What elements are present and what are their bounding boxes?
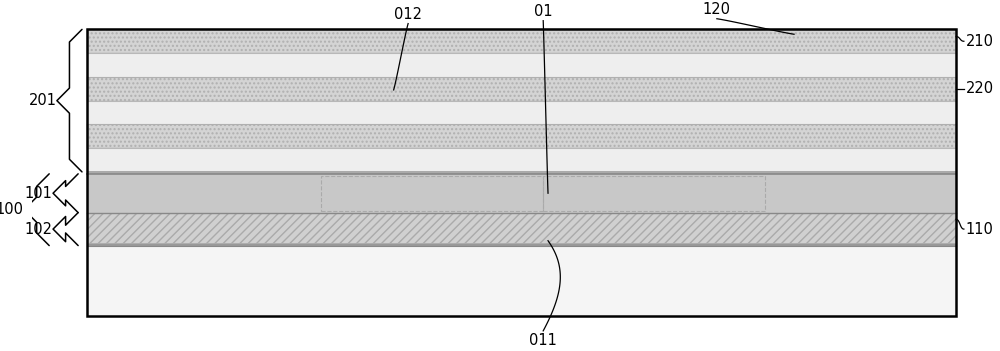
- Bar: [87, 101, 956, 124]
- Bar: [87, 53, 956, 77]
- Bar: [87, 246, 956, 316]
- Bar: [87, 148, 956, 172]
- Text: 101: 101: [25, 186, 53, 201]
- Bar: [87, 29, 956, 316]
- Bar: [87, 174, 956, 213]
- Text: 220: 220: [966, 81, 994, 96]
- Bar: [87, 77, 956, 101]
- Bar: [87, 124, 956, 148]
- Text: 210: 210: [966, 34, 994, 49]
- Text: 102: 102: [25, 221, 53, 237]
- Text: 100: 100: [0, 202, 24, 217]
- Text: 110: 110: [966, 221, 994, 237]
- Bar: [87, 29, 956, 316]
- Bar: [87, 213, 956, 243]
- Text: 01: 01: [534, 4, 553, 19]
- Bar: [87, 171, 956, 174]
- Text: 120: 120: [703, 2, 731, 17]
- Bar: [87, 243, 956, 246]
- Bar: [321, 176, 543, 211]
- Bar: [87, 29, 956, 53]
- Text: 201: 201: [28, 93, 56, 108]
- Text: 011: 011: [529, 333, 557, 348]
- Text: 012: 012: [394, 7, 422, 22]
- Bar: [543, 176, 765, 211]
